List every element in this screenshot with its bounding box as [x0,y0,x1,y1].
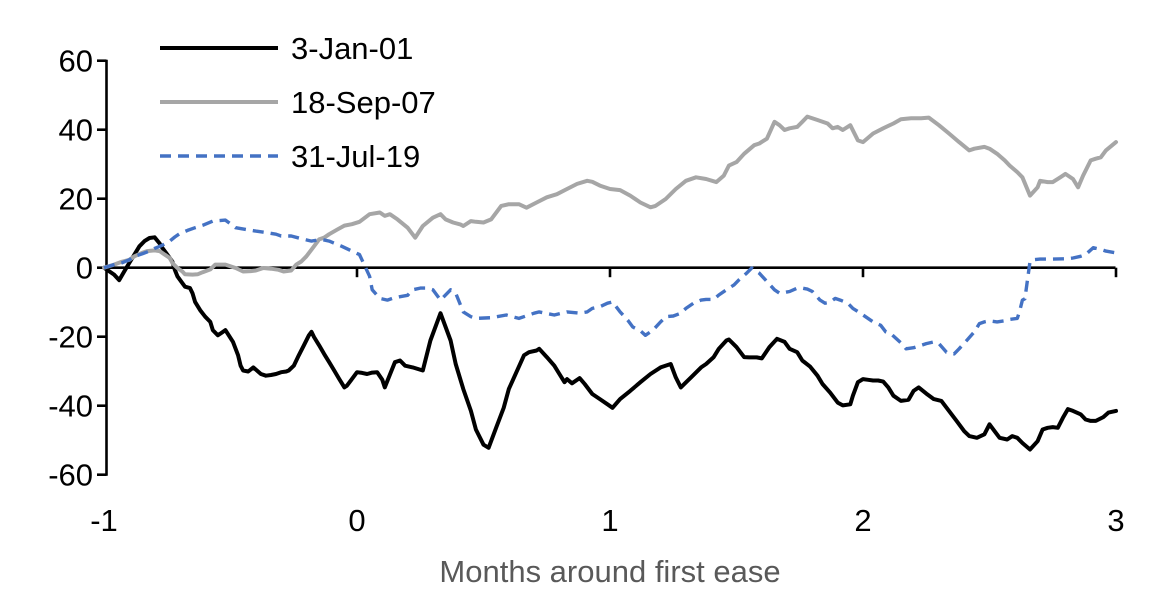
y-tick-label: 60 [59,44,93,79]
series-line-18-sep-07 [102,114,1118,277]
x-tick-label: 1 [601,503,618,538]
legend-label-3-jan-01: 3-Jan-01 [291,31,413,66]
legend-label-31-jul-19: 31-Jul-19 [291,139,420,174]
y-tick-label: 40 [59,113,93,148]
y-tick-label: -20 [48,320,93,355]
y-tick-label: 0 [76,251,93,286]
legend-label-18-sep-07: 18-Sep-07 [291,85,436,120]
y-tick-label: -60 [48,458,93,493]
series-line-31-jul-19 [103,218,1117,356]
y-tick-label: -40 [48,389,93,424]
x-axis-title: Months around first ease [439,554,780,589]
x-tick-label: -1 [90,503,118,538]
x-tick-label: 0 [348,503,365,538]
y-tick-label: 20 [59,182,93,217]
x-tick-label: 3 [1107,503,1124,538]
series-line-3-jan-01 [102,235,1118,452]
x-tick-label: 2 [854,503,871,538]
